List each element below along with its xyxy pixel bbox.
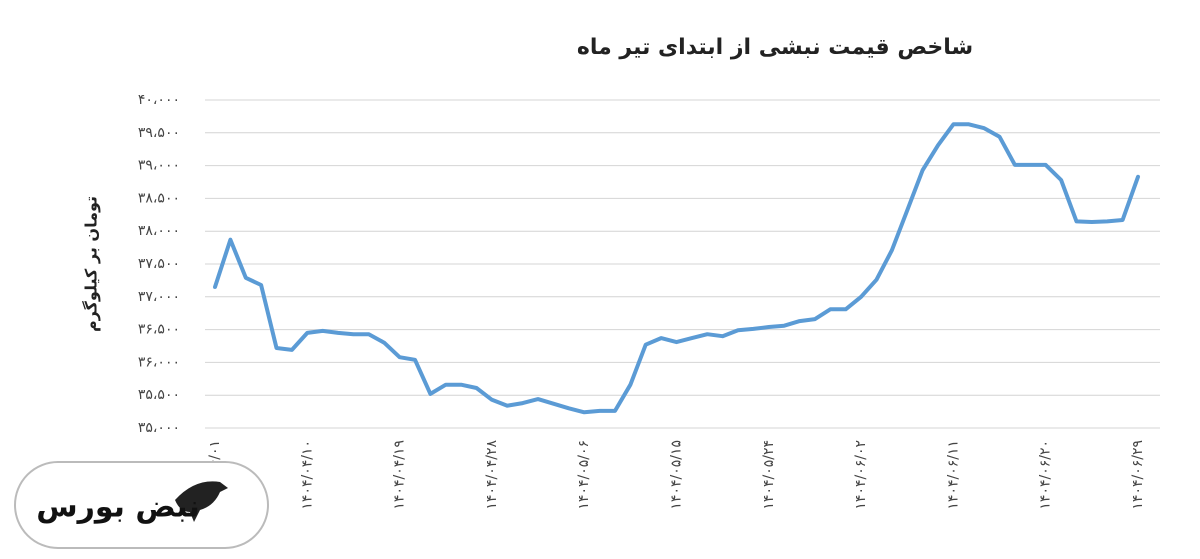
x-tick-label: ۱۴۰۴/۰۵/۰۶ xyxy=(576,440,592,510)
y-tick-label: ۳۹،۰۰۰ xyxy=(138,158,180,174)
plot-area: ۳۵،۰۰۰ ۳۵،۵۰۰ ۳۶،۰۰۰ ۳۶،۵۰۰ ۳۷،۰۰۰ ۳۷،۵۰۰ ۳۸،۰… xyxy=(138,92,1160,510)
y-tick-label: ۳۶،۵۰۰ xyxy=(138,322,180,338)
data-line xyxy=(213,122,1140,415)
x-tick-label: ۱۴۰۴/۰۶/۰۲ xyxy=(853,440,869,510)
y-tick-label: ۳۸،۵۰۰ xyxy=(138,190,180,206)
x-tick-label: ۱۴۰۴/۰۴/۱۹ xyxy=(392,440,408,510)
x-tick-label: ۱۴۰۴/۰۵/۱۵ xyxy=(669,440,685,510)
y-tick-label: ۳۸،۰۰۰ xyxy=(138,223,180,239)
x-tick-label: ۱۴۰۴/۰۴/۲۸ xyxy=(484,440,500,510)
y-tick-label: ۳۹،۵۰۰ xyxy=(138,125,180,141)
logo-bull xyxy=(175,481,228,522)
x-tick-label: ۱۴۰۴/۰۵/۲۴ xyxy=(761,440,777,510)
y-tick-label: ۳۷،۵۰۰ xyxy=(138,256,180,272)
logo-text: نبض بورس xyxy=(36,490,200,525)
x-tick-label: ۱۴۰۴/۰۶/۱۱ xyxy=(945,440,961,510)
y-tick-label: ۳۶،۰۰۰ xyxy=(138,354,180,370)
y-tick-label: ۳۷،۰۰۰ xyxy=(138,289,180,305)
logo: نبض بورس xyxy=(14,461,269,549)
y-tick-label: ۳۵،۰۰۰ xyxy=(138,420,180,436)
x-tick-label: ۱۴۰۴/۰۶/۲۹ xyxy=(1130,440,1146,510)
x-tick-label: ۱۴۰۴/۰۴/۱۰ xyxy=(299,440,315,510)
y-tick-label: ۳۵،۵۰۰ xyxy=(138,387,180,403)
y-tick-label: ۴۰،۰۰۰ xyxy=(138,92,180,108)
y-axis-label: تومان بر کیلوگرم xyxy=(82,196,101,332)
x-tick-label: ۱۴۰۴/۰۶/۲۰ xyxy=(1038,440,1054,510)
chart-title: شاخص قیمت نبشی از ابتدای تیر ماه xyxy=(577,35,973,60)
